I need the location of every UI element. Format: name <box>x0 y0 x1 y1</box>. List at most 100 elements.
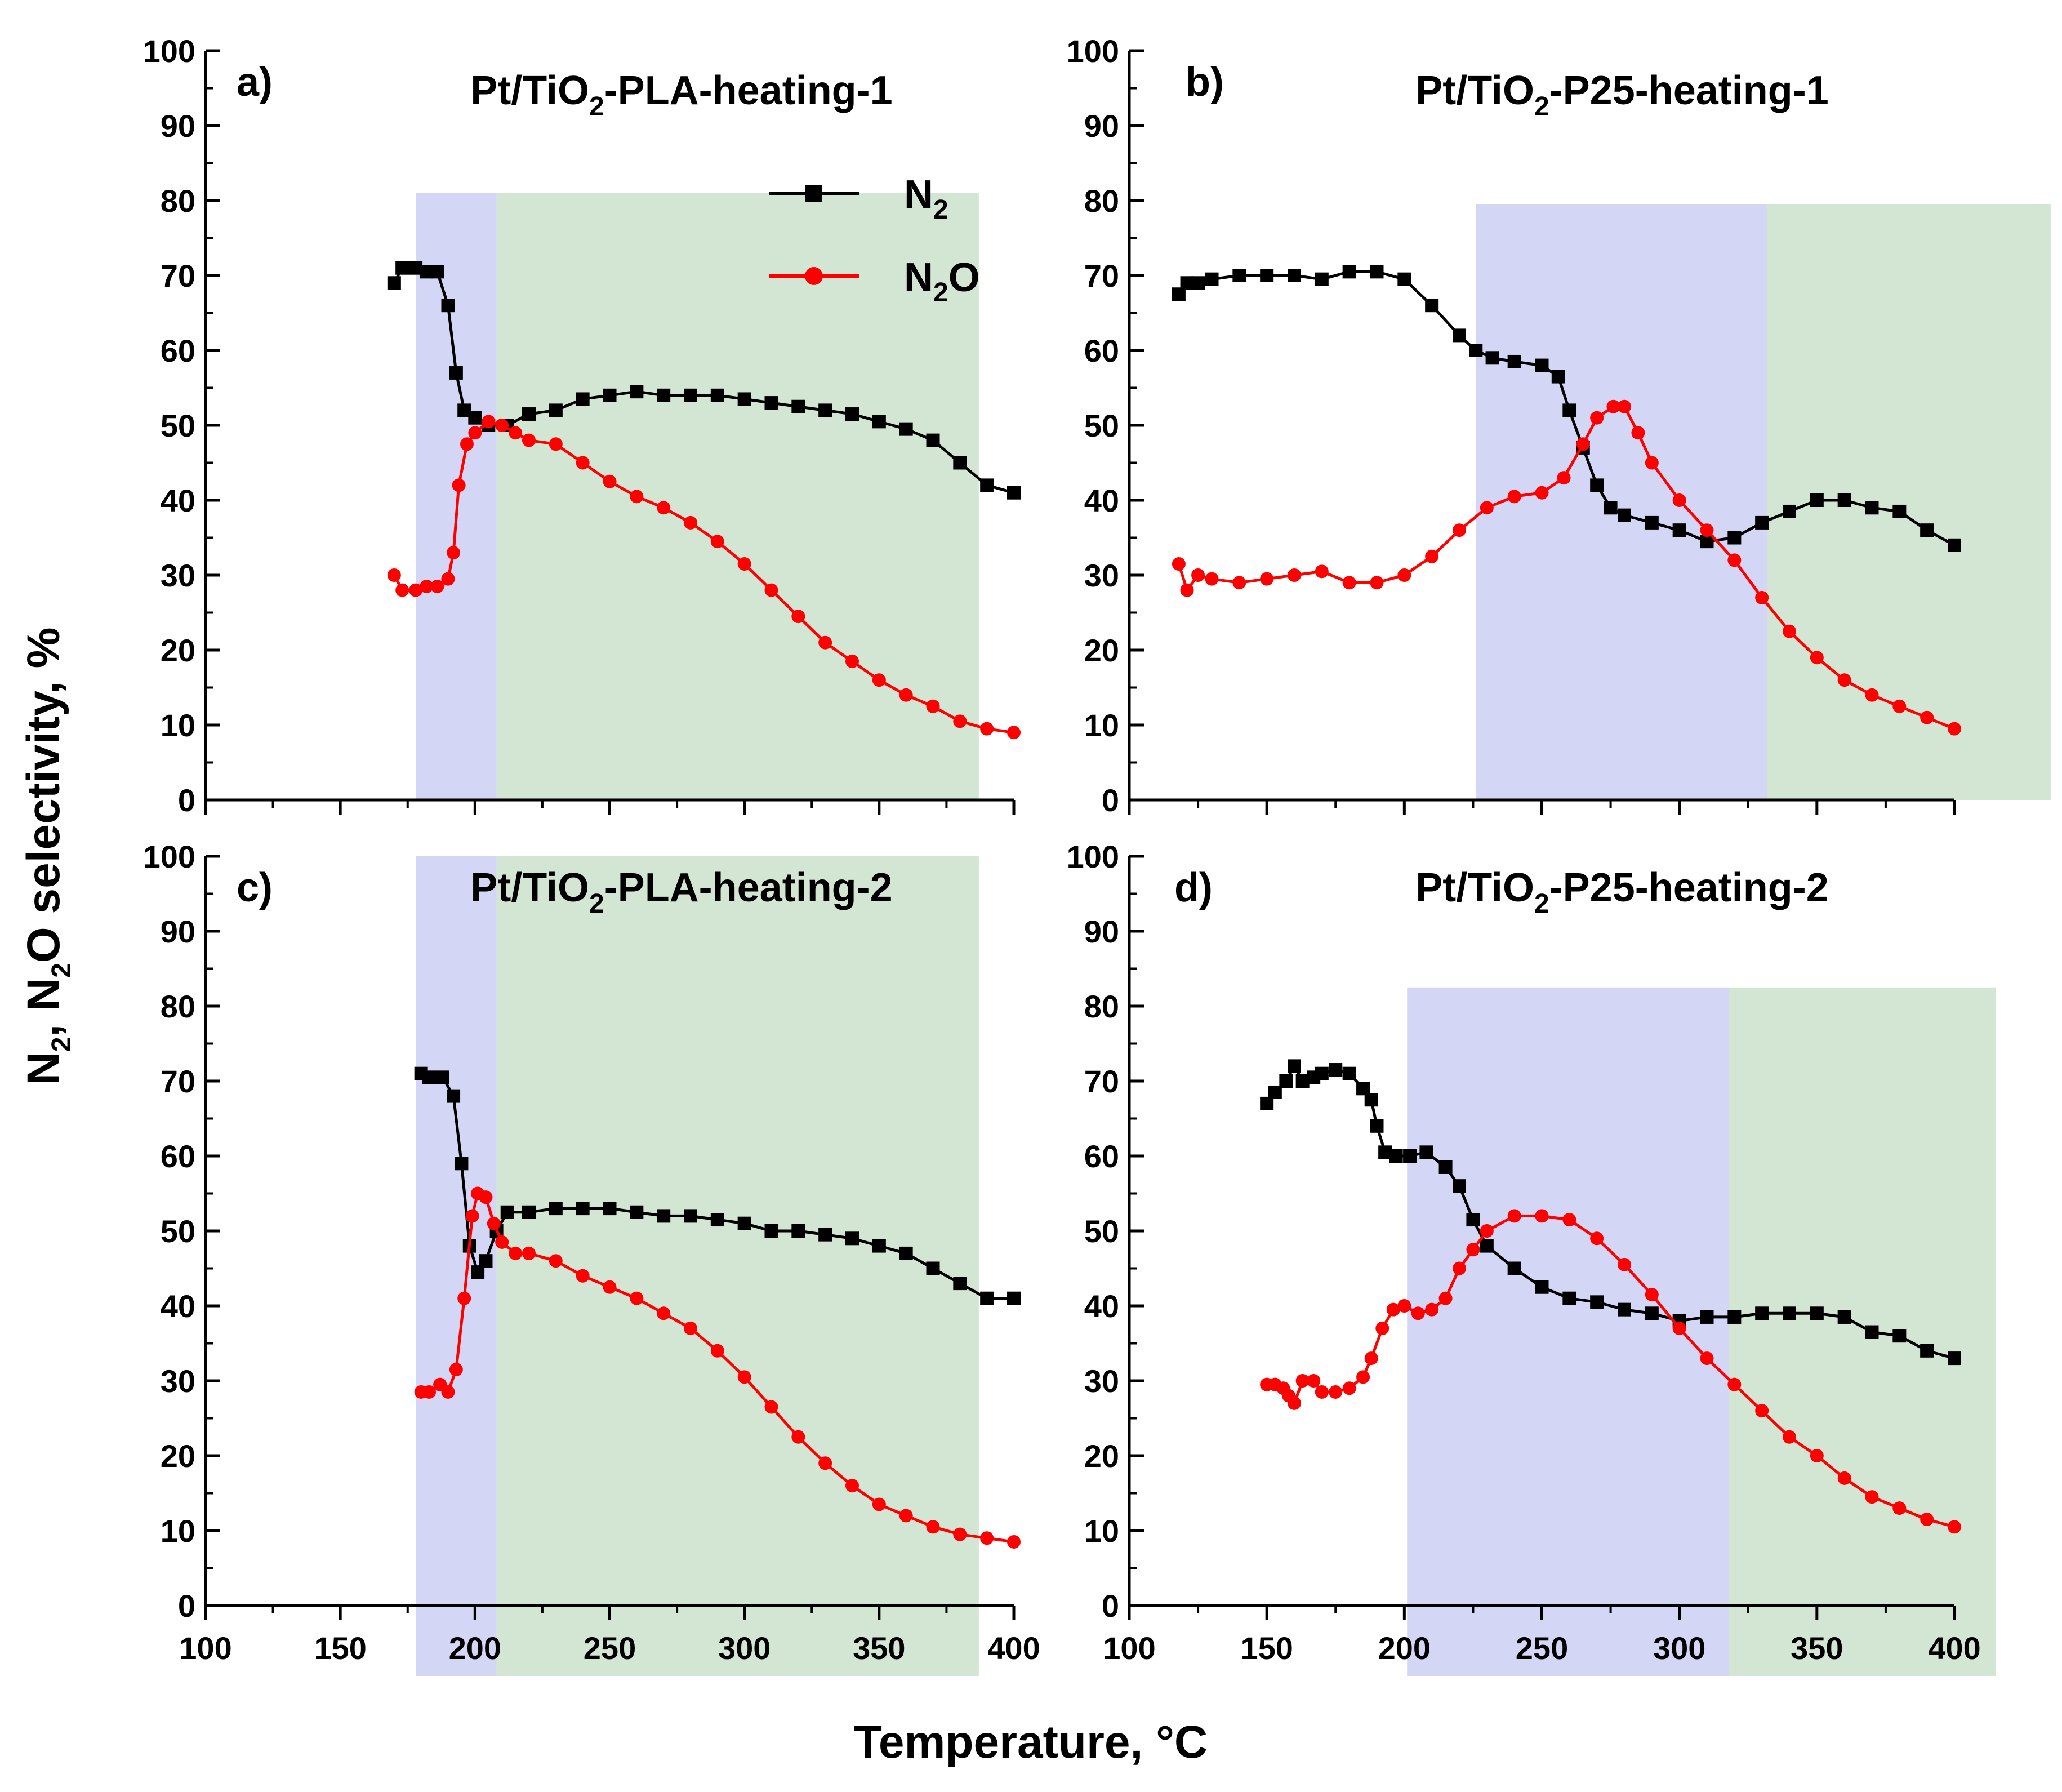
data-point-n2o <box>1364 1351 1378 1366</box>
data-point-n2 <box>1590 1295 1604 1309</box>
data-point-n2o <box>1507 490 1521 504</box>
data-point-n2 <box>872 415 886 429</box>
data-point-n2o <box>1007 726 1021 740</box>
data-point-n2 <box>1892 1329 1907 1343</box>
data-point-n2 <box>1604 501 1618 515</box>
data-point-n2o <box>1562 1213 1576 1227</box>
data-point-n2o <box>1783 624 1796 638</box>
data-point-n2o <box>576 456 590 470</box>
data-point-n2o <box>1892 1501 1907 1515</box>
data-point-n2 <box>630 1205 644 1219</box>
data-point-n2 <box>1403 1149 1417 1163</box>
y-tick-label: 60 <box>161 1139 195 1174</box>
legend-entry-n2o: N2O <box>769 255 980 308</box>
data-point-n2o <box>603 1280 617 1294</box>
data-point-n2 <box>926 1261 940 1275</box>
data-point-n2 <box>1438 1160 1453 1174</box>
data-point-n2o <box>1315 564 1329 579</box>
data-point-n2o <box>737 557 751 571</box>
data-point-n2o <box>522 433 536 447</box>
data-point-n2 <box>1453 1179 1466 1193</box>
data-point-n2o <box>1307 1374 1321 1388</box>
data-point-n2 <box>1783 504 1796 518</box>
data-point-n2 <box>1469 344 1483 357</box>
data-point-n2o <box>495 1235 509 1249</box>
data-point-n2o <box>441 1385 455 1399</box>
panel-c: 0 10 20 30 40 50 60 70 80 90 100 100 150 200 250 300 350… <box>143 839 1040 1676</box>
data-point-n2 <box>549 1202 563 1216</box>
y-tick-label: 50 <box>161 1213 195 1249</box>
data-point-n2 <box>1755 515 1769 530</box>
data-point-n2 <box>845 407 859 421</box>
data-point-n2o <box>1180 583 1194 597</box>
data-point-n2 <box>1397 272 1411 286</box>
x-tick-label: 150 <box>314 1630 366 1666</box>
data-point-n2 <box>522 407 536 421</box>
data-point-n2 <box>1645 515 1659 530</box>
data-point-n2 <box>1865 501 1879 515</box>
data-point-n2o <box>1948 1520 1961 1534</box>
data-point-n2 <box>576 1202 590 1216</box>
x-tick-label: 200 <box>1378 1630 1431 1666</box>
panel-label: a) <box>237 60 273 105</box>
data-point-n2o <box>1007 1535 1021 1549</box>
legend-entry-n2: N2 <box>769 172 948 225</box>
y-tick-label: 90 <box>1084 108 1119 144</box>
data-point-n2o <box>1370 576 1384 590</box>
data-point-n2 <box>1783 1306 1796 1320</box>
data-point-n2o <box>1315 1385 1329 1399</box>
data-point-n2o <box>522 1246 536 1260</box>
y-tick-label: 60 <box>1084 333 1119 368</box>
x-tick-label: 400 <box>987 1630 1040 1666</box>
y-tick-label: 30 <box>1084 1363 1119 1399</box>
data-point-n2o <box>872 1497 886 1511</box>
data-point-n2o <box>1205 572 1219 586</box>
data-point-n2 <box>1342 1066 1356 1080</box>
panel-label: d) <box>1174 865 1213 910</box>
data-point-n2 <box>764 1224 778 1238</box>
data-point-n2 <box>980 478 994 492</box>
data-point-n2 <box>603 1202 617 1216</box>
data-point-n2o <box>980 722 994 736</box>
data-point-n2o <box>487 1216 501 1230</box>
data-point-n2 <box>1618 1302 1631 1317</box>
data-point-n2o <box>465 1209 479 1223</box>
data-point-n2 <box>1191 276 1205 290</box>
data-point-n2 <box>1315 1066 1329 1080</box>
data-point-n2 <box>1727 1310 1742 1324</box>
data-point-n2 <box>1466 1213 1480 1227</box>
data-point-n2o <box>1438 1291 1453 1305</box>
data-point-n2 <box>684 388 697 402</box>
data-point-n2 <box>603 388 617 402</box>
panel-title-sub: 2 <box>589 889 604 919</box>
panel-title-sub: 2 <box>1534 92 1549 122</box>
panel-label: b) <box>1186 60 1224 105</box>
data-point-n2 <box>1892 504 1907 518</box>
data-point-n2o <box>1783 1430 1796 1444</box>
panel-title-tail: -PLA-heating-1 <box>604 68 893 113</box>
data-point-n2o <box>1590 1231 1604 1246</box>
panel-title-sub: 2 <box>589 92 604 122</box>
data-point-n2o <box>1672 493 1686 507</box>
data-point-n2 <box>1672 523 1686 537</box>
data-point-n2 <box>449 366 463 380</box>
y-tick-label: 20 <box>161 633 195 668</box>
data-point-n2o <box>1397 1299 1411 1313</box>
data-point-n2o <box>1576 437 1590 451</box>
data-point-n2 <box>395 261 409 275</box>
data-point-n2o <box>1727 1377 1742 1391</box>
data-point-n2 <box>684 1209 697 1223</box>
data-point-n2 <box>657 388 671 402</box>
data-point-n2 <box>926 433 940 447</box>
data-point-n2o <box>1342 576 1356 590</box>
data-point-n2 <box>1948 538 1961 552</box>
data-point-n2 <box>549 403 563 417</box>
y-tick-label: 40 <box>1084 483 1119 518</box>
panel-b: 0 10 20 30 40 50 60 70 80 90 100 b) Pt/TiO2-P25-heat… <box>1067 33 2051 818</box>
y-axis-title: N2, N2O selectivity, % <box>18 628 77 1086</box>
data-point-n2o <box>764 583 778 597</box>
data-point-n2o <box>710 535 724 549</box>
data-point-n2 <box>710 388 724 402</box>
data-point-n2o <box>452 478 466 492</box>
data-point-n2o <box>447 546 461 560</box>
